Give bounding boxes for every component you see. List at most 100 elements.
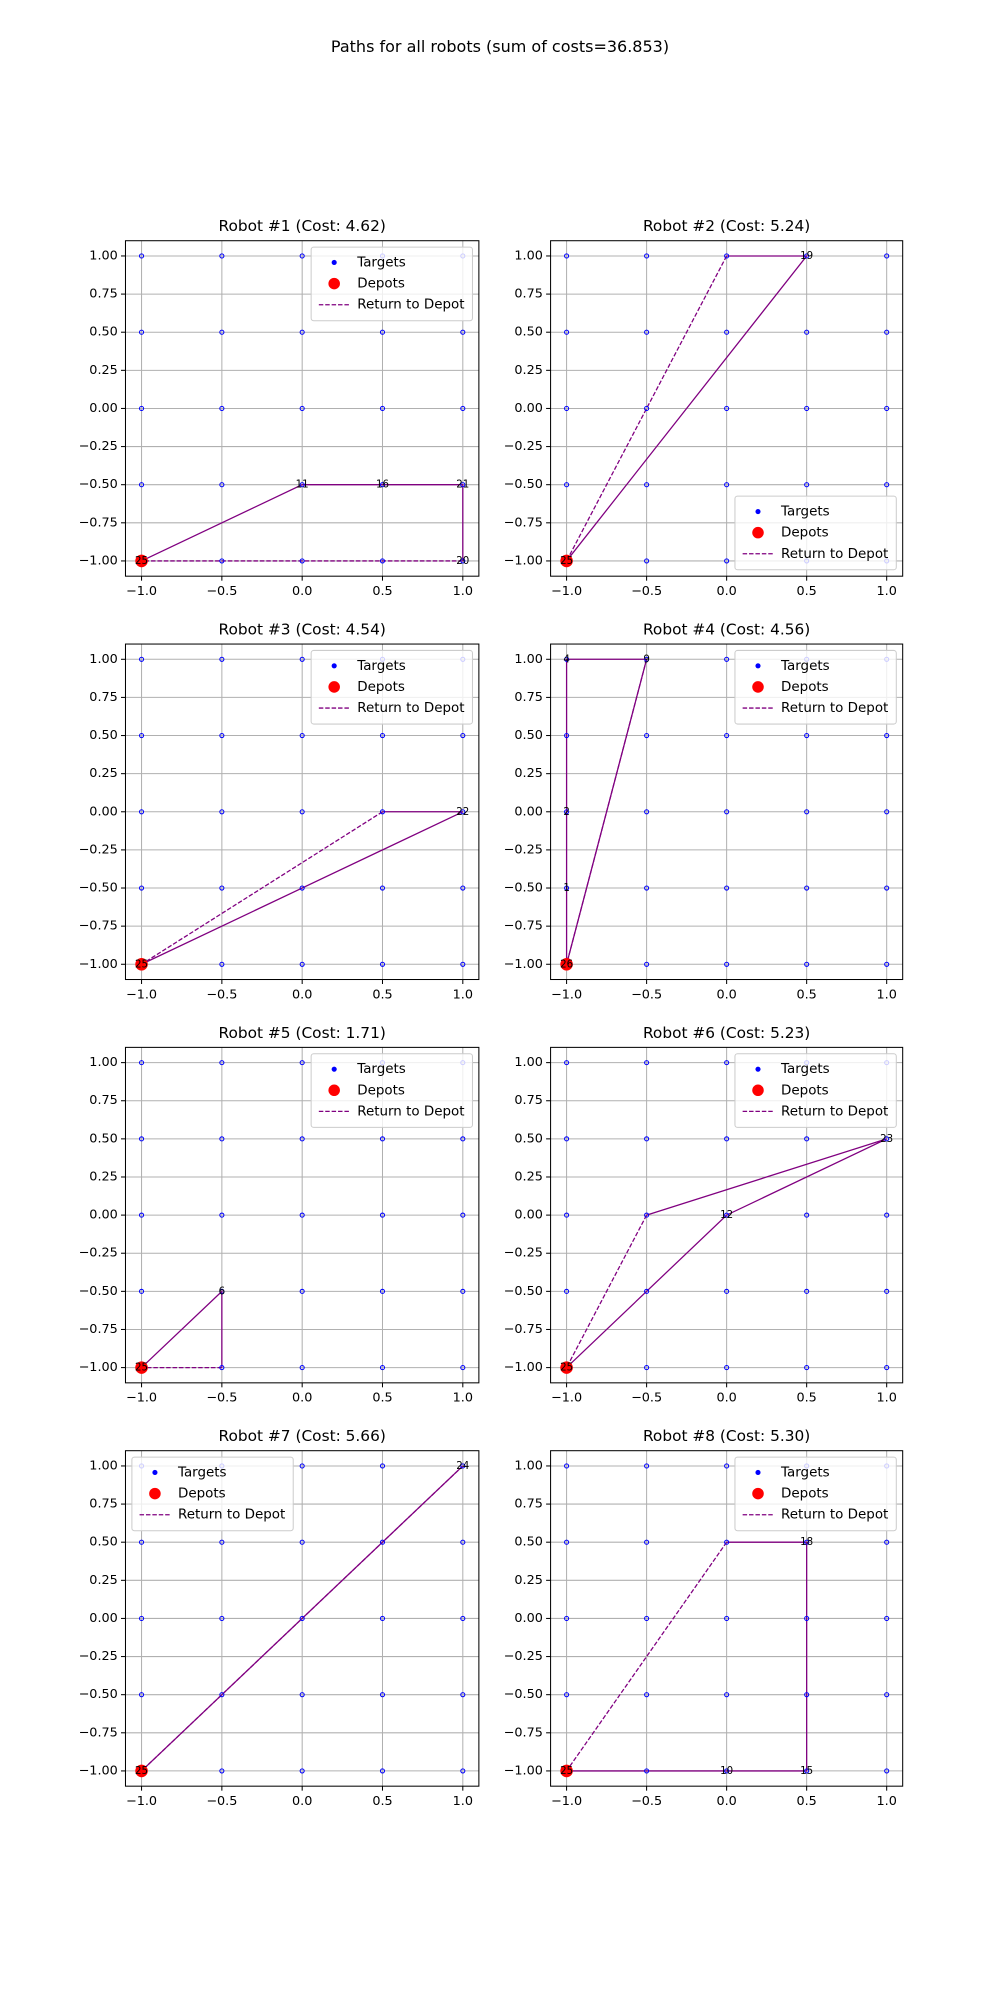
y-tick-label: 0.00: [514, 1611, 543, 1626]
target-marker: [299, 1136, 305, 1142]
target-marker: [804, 732, 810, 739]
axes-frame: [124, 240, 480, 577]
target-marker: [379, 1692, 386, 1698]
y-tick-label: 0.25: [514, 766, 543, 781]
y-tick-label: 0.25: [89, 1169, 118, 1184]
legend-label: Depots: [781, 1083, 829, 1098]
legend-label: Return to Depot: [781, 701, 888, 716]
target-marker: [724, 732, 730, 739]
target-marker: [644, 732, 650, 739]
target-marker: [460, 1212, 466, 1218]
legend-label: Depots: [357, 1083, 405, 1098]
target-marker: [460, 961, 466, 967]
target-marker: [379, 1768, 386, 1774]
target-marker: [379, 558, 386, 564]
node-label: 2: [563, 806, 570, 818]
target-marker: [460, 1463, 466, 1469]
y-tick-label: −0.25: [504, 439, 543, 454]
x-tick-label: −1.0: [126, 1794, 157, 1809]
legend-marker: [755, 508, 761, 515]
target-marker: [884, 1692, 890, 1698]
target-marker: [644, 1288, 650, 1294]
legend-label: Return to Depot: [357, 1104, 464, 1119]
x-tick-label: 0.0: [716, 1391, 736, 1406]
subplot-title: Robot #7 (Cost: 5.66): [219, 1427, 386, 1445]
y-tick-label: −0.50: [79, 477, 118, 492]
target-marker: [299, 1692, 305, 1698]
target-marker: [884, 482, 890, 488]
target-marker: [564, 1288, 570, 1294]
robot-path: [141, 1289, 223, 1369]
x-tick-label: −0.5: [631, 584, 662, 599]
target-marker: [379, 1365, 386, 1371]
node-label: 23: [880, 1133, 893, 1145]
return-path: [565, 659, 648, 965]
target-marker: [138, 1060, 145, 1066]
target-marker: [460, 1365, 466, 1371]
target-marker: [644, 482, 650, 488]
legend-label: Return to Depot: [781, 547, 888, 562]
y-tick-label: −0.25: [504, 1649, 543, 1664]
depot-marker: [135, 1764, 148, 1778]
x-tick-label: 0.5: [796, 1391, 816, 1406]
legend-marker: [328, 1084, 340, 1097]
x-tick-label: 0.0: [716, 987, 736, 1002]
target-marker: [564, 1212, 570, 1218]
target-marker: [724, 1692, 730, 1698]
target-marker: [724, 329, 730, 335]
target-marker: [299, 1365, 305, 1371]
target-marker: [724, 1539, 730, 1545]
target-marker: [460, 1288, 466, 1294]
target-marker: [644, 405, 650, 412]
x-tick-label: 1.0: [453, 1391, 473, 1406]
target-marker: [884, 1288, 890, 1294]
y-tick-label: 0.00: [514, 401, 543, 416]
legend-label: Depots: [178, 1487, 226, 1502]
target-marker: [564, 405, 570, 412]
node-label: 6: [219, 1285, 226, 1297]
target-marker: [884, 961, 890, 967]
subplot-title: Robot #2 (Cost: 5.24): [643, 217, 810, 235]
y-tick-label: 0.25: [89, 766, 118, 781]
target-marker: [884, 732, 890, 739]
target-marker: [219, 1212, 225, 1218]
subplot: Robot #3 (Cost: 4.54) −1.0 −0.5 0.0 0.5 1.0 −1…: [79, 620, 480, 1002]
node-label: 12: [720, 1209, 733, 1221]
subplot: Robot #5 (Cost: 1.71) −1.0 −0.5 0.0 0.5 1.0 −1…: [79, 1024, 480, 1406]
target-marker: [564, 656, 570, 662]
target-marker: [379, 1539, 386, 1545]
target-marker: [724, 253, 730, 259]
target-marker: [379, 405, 386, 412]
target-marker: [299, 809, 305, 815]
target-marker: [219, 1060, 225, 1066]
legend-marker: [752, 681, 764, 693]
y-tick-label: 0.75: [514, 287, 543, 302]
target-marker: [564, 1463, 570, 1469]
target-marker: [804, 1539, 810, 1545]
y-tick-label: −1.00: [504, 1763, 543, 1778]
target-marker: [564, 1615, 570, 1621]
target-marker: [804, 885, 810, 891]
target-marker: [884, 809, 890, 815]
target-marker: [564, 329, 570, 335]
legend-marker: [331, 259, 337, 266]
target-marker: [804, 1692, 810, 1698]
target-marker: [379, 329, 386, 335]
subplot: Robot #1 (Cost: 4.62) −1.0 −0.5 0.0 0.5 1.0 −1…: [79, 217, 480, 599]
target-marker: [724, 1136, 730, 1142]
target-marker: [644, 1060, 650, 1066]
subplot: Robot #4 (Cost: 4.56) −1.0 −0.5 0.0 0.5 1.0 −1…: [504, 620, 904, 1002]
legend-label: Return to Depot: [781, 1104, 888, 1119]
y-tick-label: 0.75: [89, 690, 118, 705]
y-tick-label: 0.50: [89, 728, 118, 743]
target-marker: [564, 809, 570, 815]
target-marker: [299, 656, 305, 662]
target-marker: [804, 1365, 810, 1371]
y-tick-label: 0.00: [514, 804, 543, 819]
target-marker: [884, 1615, 890, 1621]
target-marker: [564, 885, 570, 891]
x-tick-label: 0.0: [292, 987, 312, 1002]
target-marker: [644, 1136, 650, 1142]
y-tick-label: −0.50: [79, 881, 118, 896]
